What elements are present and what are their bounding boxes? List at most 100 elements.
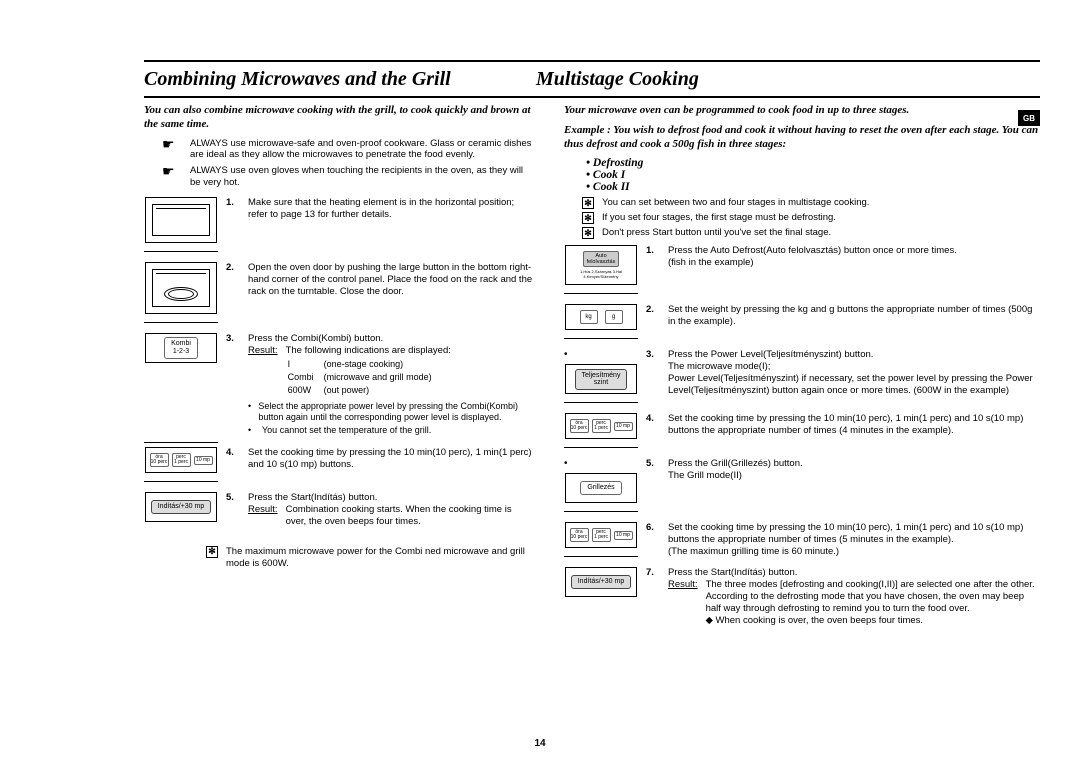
step: Kombi 1-2-3 3. Press the Combi(Kombi) bu… — [144, 333, 534, 436]
separator — [564, 447, 638, 448]
result-label: Result: — [248, 345, 278, 399]
start-button-diagram: Indítás/+30 mp — [145, 492, 217, 522]
oven-diagram-icon — [145, 197, 217, 243]
btn-label: Indítás/+30 mp — [151, 500, 212, 514]
step: óra10 perc perc1 perc 10 mp 6. Set the c… — [564, 522, 1040, 561]
tip-row: ☛ ALWAYS use microwave-safe and oven-pro… — [144, 138, 534, 162]
stage-list: Defrosting Cook I Cook II — [564, 157, 1040, 193]
step: 1. Make sure that the heating element is… — [144, 197, 534, 256]
stage-item: Cook II — [586, 181, 1040, 193]
separator — [144, 251, 218, 252]
tip-text: ALWAYS use microwave-safe and oven-proof… — [190, 138, 534, 162]
result-text: Combination cooking starts. When the coo… — [286, 504, 534, 528]
grill-button-diagram: Grillezés — [565, 473, 637, 503]
separator — [564, 556, 638, 557]
step: • Grillezés 5. Press the Grill(Grillezés… — [564, 458, 1040, 516]
step-number: 5. — [646, 458, 660, 516]
title-right: Multistage Cooking — [536, 62, 1040, 96]
kombi-button-diagram: Kombi 1-2-3 — [145, 333, 217, 363]
weight-buttons-diagram: kg g — [565, 304, 637, 330]
right-example: Example : You wish to defrost food and c… — [564, 124, 1040, 152]
separator — [564, 402, 638, 403]
footnote-text: The maximum microwave power for the Comb… — [226, 546, 534, 570]
result-intro: The following indications are displayed: — [286, 345, 451, 356]
step: • Teljesítmény szint 3. Press the Power … — [564, 349, 1040, 407]
time-buttons-diagram: óra10 perc perc1 perc 10 mp — [565, 522, 637, 548]
step-body: Press the Grill(Grillezés) button. The G… — [668, 458, 1040, 516]
asterisk-box-icon: ✻ — [582, 212, 594, 224]
step-body: Press the Start(Indítás) button. Result:… — [248, 492, 534, 528]
step-body: Set the weight by pressing the kg and g … — [668, 304, 1040, 343]
step-text: Press the Combi(Kombi) button. — [248, 333, 383, 344]
result-text: The three modes [defrosting and cooking(… — [706, 579, 1040, 627]
step-body: Press the Power Level(Teljesítményszint)… — [668, 349, 1040, 407]
title-left: Combining Microwaves and the Grill — [144, 62, 536, 96]
asterisk-text: You can set between two and four stages … — [602, 197, 869, 209]
separator — [564, 338, 638, 339]
step-body: Press the Auto Defrost(Auto felolvasztás… — [668, 245, 1040, 298]
tip-row: ☛ ALWAYS use oven gloves when touching t… — [144, 165, 534, 189]
step: óra10 perc perc1 perc 10 mp 4. Set the c… — [144, 447, 534, 486]
step-number: 1. — [646, 245, 660, 298]
step-number: 7. — [646, 567, 660, 626]
right-intro: Your microwave oven can be programmed to… — [564, 104, 1040, 118]
start-button-diagram: Indítás/+30 mp — [565, 567, 637, 597]
left-intro: You can also combine microwave cooking w… — [144, 104, 534, 132]
asterisk-text: Don't press Start button until you've se… — [602, 227, 831, 239]
result-label: Result: — [248, 504, 278, 528]
step: kg g 2. Set the weight by pressing the k… — [564, 304, 1040, 343]
separator — [564, 511, 638, 512]
result-label: Result: — [668, 579, 698, 627]
step: Indítás/+30 mp 7. Press the Start(Indítá… — [564, 567, 1040, 626]
indication-table: I(one-stage cooking) Combi(microwave and… — [286, 357, 442, 399]
step-body: Press the Start(Indítás) button. Result:… — [668, 567, 1040, 626]
stage-item: Cook I — [586, 169, 1040, 181]
pointer-icon: ☛ — [162, 138, 180, 162]
step-number: 2. — [226, 262, 240, 327]
power-level-diagram: Teljesítmény szint — [565, 364, 637, 394]
step-number: 4. — [646, 413, 660, 452]
step-body: Make sure that the heating element is in… — [248, 197, 534, 256]
step-number: 5. — [226, 492, 240, 528]
pointer-icon: ☛ — [162, 165, 180, 189]
btn-sublabel: 1-2-3 — [171, 348, 191, 356]
column-right: Your microwave oven can be programmed to… — [564, 104, 1040, 733]
step: Auto felolvasztás 1.Hús 2.Szárnyas 3.Hal… — [564, 245, 1040, 298]
step-body: Press the Combi(Kombi) button. Result: T… — [248, 333, 534, 436]
step-number: 3. — [646, 349, 660, 407]
asterisk-text: If you set four stages, the first stage … — [602, 212, 836, 224]
tip-text: ALWAYS use oven gloves when touching the… — [190, 165, 534, 189]
time-buttons-diagram: óra10 perc perc1 perc 10 mp — [565, 413, 637, 439]
separator — [144, 442, 218, 443]
column-left: You can also combine microwave cooking w… — [144, 104, 534, 733]
step-body: Set the cooking time by pressing the 10 … — [668, 522, 1040, 561]
auto-defrost-diagram: Auto felolvasztás 1.Hús 2.Szárnyas 3.Hal… — [565, 245, 637, 285]
asterisk-box-icon: ✻ — [582, 227, 594, 239]
sub-text: Select the appropriate power level by pr… — [258, 401, 534, 424]
step-number: 6. — [646, 522, 660, 561]
step-body: Set the cooking time by pressing the 10 … — [668, 413, 1040, 452]
step-number: 2. — [646, 304, 660, 343]
step-number: 1. — [226, 197, 240, 256]
step-text: Press the Start(Indítás) button. — [248, 492, 377, 503]
rule-bottom — [144, 96, 1040, 98]
step-number: 3. — [226, 333, 240, 436]
separator — [144, 322, 218, 323]
asterisk-box-icon: ✻ — [206, 546, 218, 558]
page-number: 14 — [0, 738, 1080, 749]
step: Indítás/+30 mp 5. Press the Start(Indítá… — [144, 492, 534, 528]
oven-rack-diagram-icon — [145, 262, 217, 314]
separator — [144, 481, 218, 482]
step-body: Open the oven door by pushing the large … — [248, 262, 534, 327]
asterisk-box-icon: ✻ — [582, 197, 594, 209]
step: 2. Open the oven door by pushing the lar… — [144, 262, 534, 327]
step-number: 4. — [226, 447, 240, 486]
separator — [564, 293, 638, 294]
step-text: Press the Start(Indítás) button. — [668, 567, 797, 578]
sub-text: You cannot set the temperature of the gr… — [262, 425, 431, 436]
step-body: Set the cooking time by pressing the 10 … — [248, 447, 534, 486]
time-buttons-diagram: óra10 perc perc1 perc 10 mp — [145, 447, 217, 473]
step: óra10 perc perc1 perc 10 mp 4. Set the c… — [564, 413, 1040, 452]
stage-item: Defrosting — [586, 157, 1040, 169]
btn-label: Kombi — [171, 340, 191, 348]
